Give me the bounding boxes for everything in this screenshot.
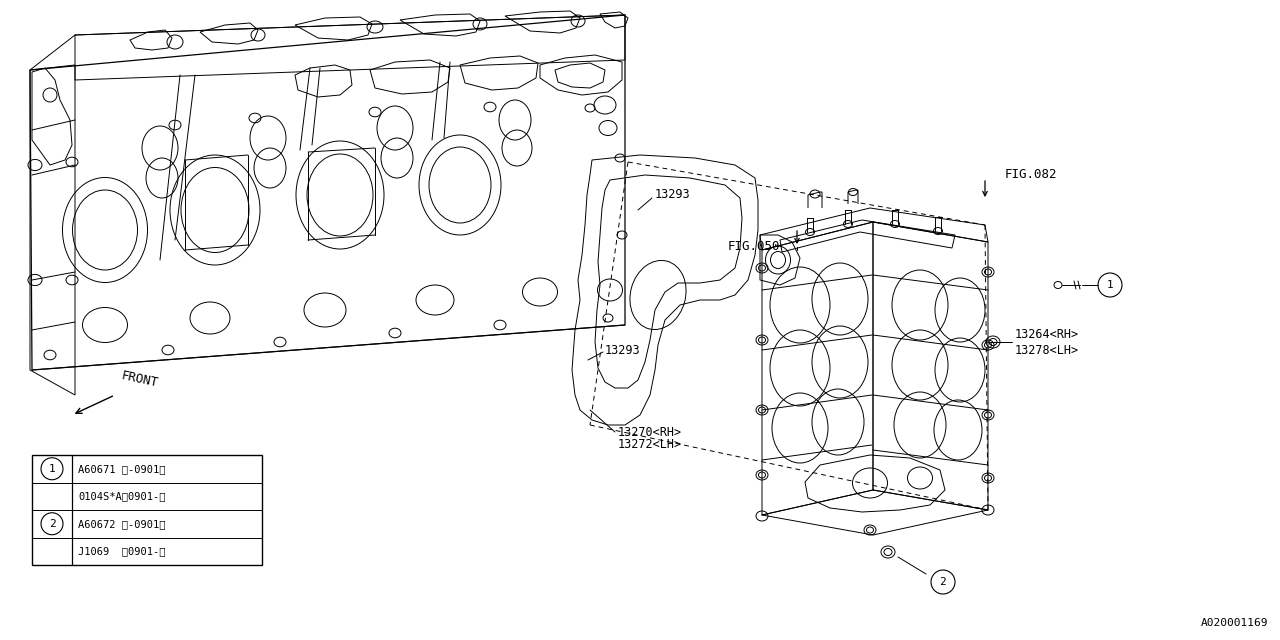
Text: A020001169: A020001169 — [1201, 618, 1268, 628]
Text: 13270<RH>: 13270<RH> — [618, 426, 682, 438]
Text: FRONT: FRONT — [120, 369, 160, 390]
Text: A60671 （-0901）: A60671 （-0901） — [78, 464, 165, 474]
Text: 2: 2 — [940, 577, 946, 587]
Text: 2: 2 — [49, 519, 55, 529]
Bar — [32, 455, 262, 565]
Text: 13272<LH>: 13272<LH> — [618, 438, 682, 451]
Text: A60672 （-0901）: A60672 （-0901） — [78, 519, 165, 529]
Text: FIG.082: FIG.082 — [1005, 168, 1057, 182]
Text: 13293: 13293 — [605, 344, 640, 356]
Text: 13278<LH>: 13278<LH> — [1015, 344, 1079, 356]
Text: J1069  （0901-）: J1069 （0901-） — [78, 547, 165, 556]
Text: 1: 1 — [49, 464, 55, 474]
Text: 13293: 13293 — [655, 189, 691, 202]
Text: 0104S*A（0901-）: 0104S*A（0901-） — [78, 492, 165, 501]
Text: 1: 1 — [1107, 280, 1114, 290]
Text: FIG.050: FIG.050 — [727, 241, 780, 253]
Text: 13264<RH>: 13264<RH> — [1015, 328, 1079, 342]
